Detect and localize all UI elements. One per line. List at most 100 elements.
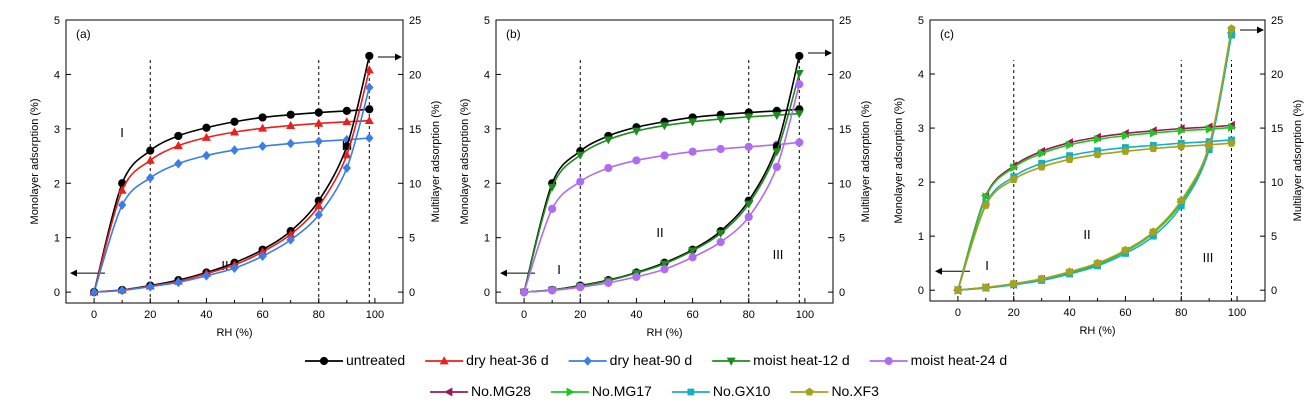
y-axis-label: Monolayer adsorption (%) — [893, 98, 905, 224]
data-point — [688, 118, 698, 127]
axis-arrow-head — [395, 53, 402, 61]
y2-tick-label: 10 — [839, 178, 851, 190]
data-point — [604, 278, 613, 287]
data-point — [286, 120, 296, 129]
legend-item: dry heat-90 d — [568, 352, 692, 368]
series-no-mg17-y2 — [954, 29, 1237, 295]
data-point — [1227, 24, 1236, 33]
legend-item: No.MG28 — [430, 383, 531, 399]
series-line — [524, 55, 801, 293]
data-point — [1065, 267, 1074, 276]
series-line — [957, 32, 1233, 291]
data-point — [603, 136, 613, 145]
x-axis-label: RH (%) — [646, 327, 682, 339]
x-tick-label: 0 — [91, 309, 97, 321]
data-point — [1037, 162, 1046, 171]
y-tick-label: 0 — [484, 287, 490, 299]
data-point — [258, 123, 268, 132]
data-point — [286, 110, 295, 119]
data-point — [744, 212, 753, 222]
legend-label: dry heat-36 d — [466, 352, 549, 368]
y-tick-label: 3 — [484, 124, 490, 136]
data-point — [575, 151, 585, 160]
region-label: I — [985, 258, 989, 273]
data-point — [117, 185, 127, 194]
legend-item: dry heat-36 d — [425, 352, 549, 368]
data-point — [1094, 134, 1103, 144]
legend-label: No.GX10 — [713, 383, 771, 399]
data-point — [548, 204, 557, 213]
data-point — [1093, 258, 1102, 267]
y-tick-label: 5 — [54, 15, 60, 27]
data-point — [688, 147, 697, 156]
data-point — [365, 133, 374, 143]
data-point — [1205, 146, 1213, 154]
data-point — [716, 229, 726, 239]
x-tick-label: 100 — [366, 309, 384, 321]
legend-label: No.MG28 — [471, 383, 531, 399]
data-point — [632, 272, 641, 281]
y-axis-label: Monolayer adsorption (%) — [459, 99, 471, 225]
data-point — [1121, 146, 1130, 155]
x-tick-label: 80 — [1175, 307, 1187, 319]
data-point — [230, 127, 239, 136]
data-point — [1038, 148, 1047, 158]
series-line — [957, 34, 1233, 291]
data-point — [1149, 128, 1159, 138]
data-point — [660, 151, 669, 160]
series-no-gx10-y2 — [954, 31, 1235, 294]
data-point — [1066, 140, 1075, 150]
data-point — [1204, 140, 1214, 149]
data-point — [716, 237, 725, 247]
series-moist-heat-24-d-y — [519, 138, 804, 297]
legend-item: No.MG17 — [550, 383, 652, 399]
data-point — [794, 69, 804, 79]
series-line — [957, 33, 1233, 291]
y2-tick-label: 0 — [839, 287, 845, 299]
y-tick-label: 1 — [54, 233, 60, 245]
data-point — [953, 285, 963, 294]
data-point — [174, 277, 183, 288]
data-point — [1122, 131, 1131, 141]
x-tick-label: 60 — [256, 309, 268, 321]
x-tick-label: 20 — [144, 309, 156, 321]
x-tick-label: 0 — [521, 309, 527, 321]
y-tick-label: 5 — [484, 15, 490, 27]
y-tick-label: 2 — [484, 178, 490, 190]
y2-axis-label: Multilayer adsorption (%) — [860, 101, 872, 223]
legend-label: No.MG17 — [592, 383, 652, 399]
data-point — [286, 138, 295, 149]
chart-panel-2: 0 20 40 60 80 100 0 1 2 3 4 5 0 5 10 15 20 25 RH (%) Monola… — [459, 15, 872, 339]
data-point — [365, 82, 374, 93]
data-point — [631, 127, 641, 136]
y2-tick-label: 5 — [1271, 231, 1277, 243]
x-tick-label: 40 — [1063, 307, 1075, 319]
y2-tick-label: 15 — [839, 124, 851, 136]
legend-item: No.XF3 — [790, 383, 879, 399]
y2-axis-label: Multilayer adsorption (%) — [1292, 100, 1304, 222]
data-point — [1228, 31, 1235, 39]
series-moist-heat-24-d-y2 — [519, 80, 804, 297]
data-point — [1205, 124, 1214, 134]
data-point — [146, 173, 155, 183]
data-point — [117, 200, 127, 210]
axis-arrow-head — [935, 267, 942, 275]
y2-tick-label: 20 — [409, 69, 421, 81]
y-tick-label: 1 — [918, 231, 924, 243]
x-axis-label: RH (%) — [216, 327, 252, 339]
data-point — [660, 265, 669, 274]
data-point — [1177, 202, 1185, 210]
y-tick-label: 4 — [484, 69, 490, 81]
data-point — [1037, 274, 1046, 283]
data-point — [632, 156, 641, 165]
data-point — [202, 270, 211, 281]
panel-label: (c) — [940, 27, 954, 41]
axis-arrow-head — [70, 269, 77, 277]
data-point — [365, 105, 374, 114]
y2-tick-label: 15 — [409, 124, 421, 136]
data-point — [342, 150, 352, 159]
data-point — [1065, 155, 1074, 163]
data-point — [547, 183, 557, 192]
y-tick-label: 2 — [918, 177, 924, 189]
data-point — [795, 138, 804, 147]
